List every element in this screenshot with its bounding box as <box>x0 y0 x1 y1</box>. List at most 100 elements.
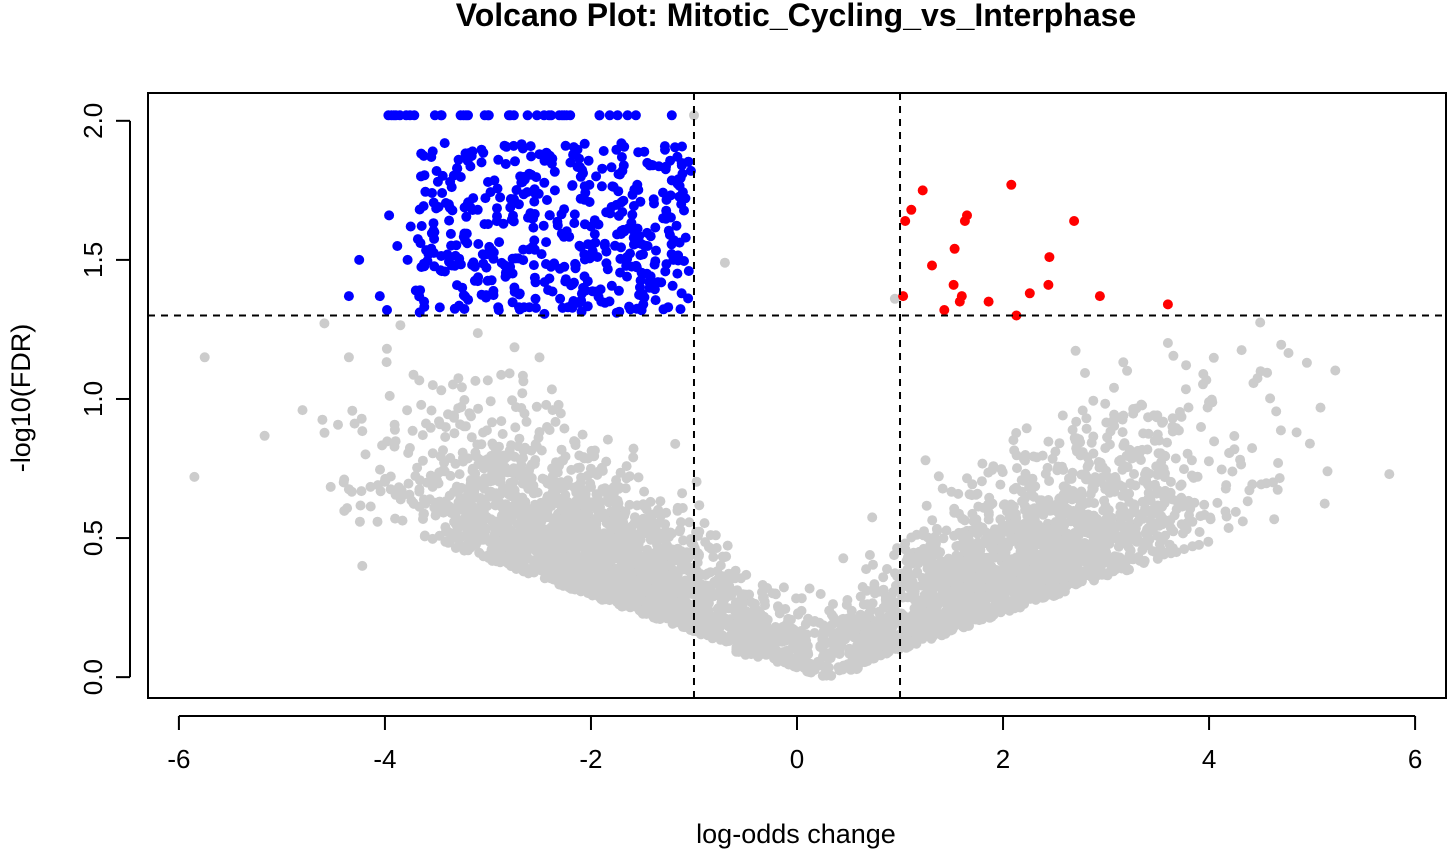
ns-point <box>461 542 472 553</box>
ns-point <box>1141 475 1152 486</box>
ns-point <box>436 385 447 396</box>
ns-point <box>879 635 890 646</box>
down-point <box>638 249 648 260</box>
down-point <box>531 172 542 183</box>
ns-point <box>1137 444 1148 455</box>
ns-point <box>588 557 599 568</box>
ns-point <box>449 412 459 423</box>
ns-point <box>926 619 937 630</box>
ns-point <box>973 538 984 549</box>
ns-point <box>902 592 913 603</box>
ns-point <box>1255 366 1266 377</box>
ns-point <box>967 479 978 490</box>
down-point <box>677 168 688 179</box>
ns-point <box>1013 586 1024 597</box>
ns-point <box>629 585 640 596</box>
ns-point <box>381 343 392 354</box>
ns-point <box>902 564 913 575</box>
ns-point <box>578 452 589 463</box>
ns-point <box>319 318 330 329</box>
ns-point <box>1142 538 1153 549</box>
ns-point <box>1100 551 1111 562</box>
down-point <box>604 296 615 307</box>
down-point <box>507 297 518 308</box>
ns-point <box>1173 425 1184 436</box>
down-point <box>614 169 625 180</box>
ns-point <box>963 612 974 623</box>
ns-point <box>1291 427 1302 438</box>
ns-point <box>827 619 837 630</box>
ns-point <box>539 554 550 565</box>
ns-point <box>555 408 566 419</box>
ns-point <box>999 499 1010 510</box>
ns-point <box>1261 478 1272 489</box>
ns-point <box>1162 338 1173 348</box>
ns-point <box>1085 489 1096 500</box>
ns-point <box>611 580 622 591</box>
ns-point <box>414 375 425 386</box>
non-significant-points <box>189 110 1395 681</box>
ns-point <box>1127 449 1138 460</box>
ns-point <box>717 551 728 562</box>
ns-point <box>1181 360 1192 371</box>
x-tick-label: -2 <box>579 744 602 774</box>
ns-point <box>896 629 907 640</box>
down-point <box>568 296 579 306</box>
down-point <box>510 156 520 167</box>
ns-point <box>1242 496 1253 507</box>
down-point <box>683 266 694 276</box>
down-point <box>382 305 392 315</box>
ns-point <box>546 384 557 395</box>
down-point <box>672 151 683 162</box>
down-point <box>384 210 395 221</box>
ns-point <box>1153 504 1164 515</box>
down-point <box>488 253 499 264</box>
ns-point <box>1044 559 1055 570</box>
ns-point <box>930 537 941 548</box>
ns-point <box>1073 491 1084 502</box>
down-point <box>572 144 583 155</box>
ns-point <box>389 419 400 430</box>
ns-point <box>521 508 532 519</box>
ns-point <box>1187 541 1198 552</box>
down-point <box>556 209 567 220</box>
down-point <box>636 238 647 249</box>
ns-point <box>551 516 562 527</box>
ns-point <box>1168 526 1179 537</box>
ns-point <box>667 553 678 564</box>
ns-point <box>633 543 644 554</box>
down-point <box>622 110 633 121</box>
down-point <box>541 237 552 248</box>
ns-point <box>472 328 483 339</box>
ns-point <box>760 600 770 611</box>
ns-point <box>1152 410 1163 421</box>
down-point <box>612 110 623 121</box>
down-point <box>565 110 576 121</box>
ns-point <box>490 498 501 509</box>
down-point <box>683 293 694 304</box>
down-point <box>552 216 563 227</box>
ns-point <box>633 472 644 483</box>
ns-point <box>1108 566 1119 577</box>
down-point <box>402 254 413 265</box>
ns-point <box>670 438 681 449</box>
ns-point <box>496 369 507 380</box>
ns-point <box>962 555 973 566</box>
down-point <box>650 295 661 306</box>
ns-point <box>902 617 913 628</box>
ns-point <box>983 514 994 525</box>
ns-point <box>297 405 308 416</box>
down-point <box>465 161 476 172</box>
down-point <box>528 260 539 271</box>
ns-point <box>1162 437 1172 448</box>
ns-point <box>1103 505 1114 515</box>
ns-point <box>592 583 603 594</box>
ns-point <box>563 541 574 552</box>
up-point <box>956 291 967 302</box>
ns-point <box>416 399 427 410</box>
ns-point <box>199 352 210 363</box>
ns-point <box>635 534 646 545</box>
ns-point <box>1150 479 1160 490</box>
ns-point <box>518 553 529 564</box>
ns-point <box>636 568 646 579</box>
